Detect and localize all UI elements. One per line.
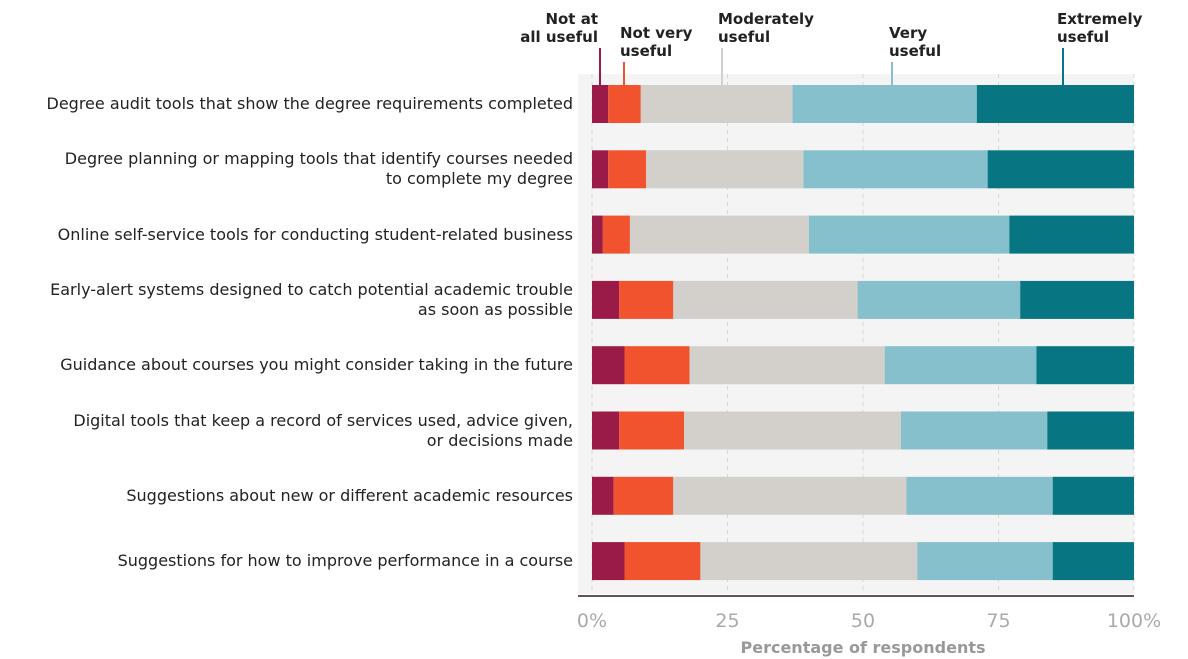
bar-segment <box>602 215 630 254</box>
bar-segment <box>624 542 701 581</box>
bar-segment <box>976 85 1134 123</box>
bar-segment <box>917 542 1053 581</box>
bar-segment <box>592 476 614 515</box>
bar-segment <box>900 411 1048 450</box>
x-tick-label: 100% <box>1106 610 1162 632</box>
bar-segment <box>673 280 858 319</box>
category-label: Degree audit tools that show the degree … <box>46 94 574 113</box>
bar-segment <box>1020 280 1134 319</box>
category-label: Digital tools that keep a record of serv… <box>73 410 573 450</box>
x-tick-label: 25 <box>715 610 740 632</box>
legend-label: Not very useful <box>620 24 693 60</box>
x-tick-label: 50 <box>850 610 876 632</box>
bar-segment <box>592 411 620 450</box>
bar-segment <box>987 150 1134 189</box>
bar-segment <box>592 280 620 319</box>
bar-segment <box>1052 542 1134 581</box>
bar-segment <box>1047 411 1134 450</box>
bar-segment <box>592 150 609 189</box>
bar-segment <box>1036 346 1134 385</box>
bar-segment <box>629 215 809 254</box>
category-label: Early-alert systems designed to catch po… <box>50 279 573 319</box>
bar-segment <box>689 346 885 385</box>
legend-label: Moderately useful <box>718 10 814 46</box>
bar-segment <box>1052 476 1134 515</box>
bar-segment <box>673 476 907 515</box>
bar-segment <box>684 411 901 450</box>
bar-segment <box>592 85 609 123</box>
bar-segment <box>808 215 1010 254</box>
bar-segment <box>619 280 674 319</box>
bar-segment <box>857 280 1021 319</box>
legend-label: Extremely useful <box>1057 10 1143 46</box>
bar-segment <box>906 476 1053 515</box>
bar-segment <box>884 346 1037 385</box>
category-label: Suggestions about new or different acade… <box>126 485 573 505</box>
bar-segment <box>803 150 988 189</box>
x-tick-label: 0% <box>576 610 608 632</box>
bar-segment <box>700 542 918 581</box>
bar-segment <box>608 150 647 189</box>
bar-segment <box>619 411 685 450</box>
x-tick-label: 75 <box>986 610 1011 632</box>
bar-segment <box>640 85 793 123</box>
bar-segment <box>592 542 625 581</box>
bar-segment <box>792 85 977 123</box>
category-label: Guidance about courses you might conside… <box>60 355 573 375</box>
bar-segment <box>1009 215 1134 254</box>
category-label: Suggestions for how to improve performan… <box>117 551 573 571</box>
x-axis-label: Percentage of respondents <box>740 638 986 657</box>
bar-segment <box>608 85 641 123</box>
category-label: Degree planning or mapping tools that id… <box>64 149 573 189</box>
bar-segment <box>613 476 674 515</box>
bar-segment <box>646 150 804 189</box>
legend-label: Very useful <box>889 24 942 60</box>
legend-label: Not at all useful <box>520 10 598 46</box>
bar-segment <box>592 346 625 385</box>
category-label: Online self-service tools for conducting… <box>57 224 573 244</box>
bar-segment <box>592 215 603 254</box>
bar-segment <box>624 346 690 385</box>
